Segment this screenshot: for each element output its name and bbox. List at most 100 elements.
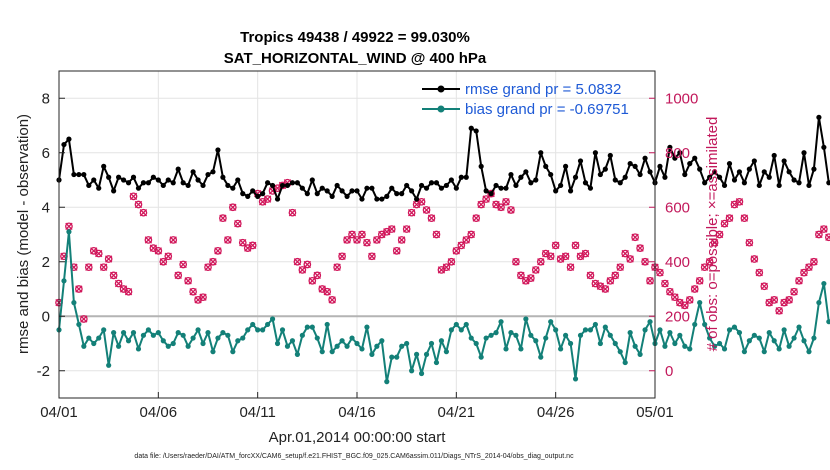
rmse-point [488, 191, 494, 197]
bias-point [523, 316, 529, 322]
bias-point [518, 346, 524, 352]
rmse-point [205, 171, 211, 178]
rmse-point [453, 185, 459, 191]
bias-point [384, 379, 390, 385]
obs-possible-marker [720, 219, 729, 228]
obs-assimilated-marker [750, 255, 758, 263]
rmse-point [796, 180, 802, 186]
rmse-point [617, 180, 623, 186]
obs-possible-marker [680, 301, 689, 310]
rmse-point [304, 191, 310, 197]
obs-assimilated-marker [293, 258, 302, 266]
x-tick-label: 05/01 [636, 404, 674, 421]
obs-possible-marker [134, 200, 143, 209]
series-lines [56, 114, 830, 385]
obs-assimilated-marker [249, 241, 257, 250]
rmse-point [622, 174, 628, 180]
bias-point [712, 343, 718, 349]
x-tick-label: 04/01 [40, 404, 78, 421]
obs-possible-marker [427, 214, 436, 222]
rmse-point [289, 180, 296, 186]
bias-point [796, 324, 802, 330]
obs-assimilated-marker [661, 279, 669, 288]
obs-possible-marker [452, 247, 461, 255]
bias-point [185, 343, 191, 349]
rmse-point [771, 152, 777, 159]
obs-assimilated-marker [154, 247, 162, 255]
obs-possible-marker [502, 197, 510, 206]
obs-possible-marker [611, 271, 620, 280]
obs-possible-marker [387, 225, 396, 233]
rmse-point [269, 182, 276, 189]
obs-assimilated-marker [745, 239, 754, 247]
bias-point [130, 330, 137, 336]
bias-point [553, 327, 559, 333]
bias-point [220, 330, 226, 336]
rmse-point [101, 163, 107, 169]
rmse-point [478, 163, 484, 169]
obs-assimilated-marker [333, 263, 341, 271]
obs-possible-marker [288, 208, 297, 217]
obs-possible-marker [531, 266, 540, 274]
rmse-point [448, 177, 454, 183]
bias-point [602, 324, 608, 330]
obs-assimilated-marker [547, 252, 555, 260]
obs-assimilated-marker [537, 258, 545, 266]
rmse-point [612, 177, 618, 183]
rmse-point [116, 174, 122, 180]
bias-point [175, 330, 181, 336]
rmse-point [120, 177, 127, 183]
rmse-point [349, 188, 355, 194]
obs-possible-marker [373, 236, 381, 244]
obs-assimilated-marker [696, 277, 704, 285]
obs-assimilated-marker [169, 236, 177, 244]
obs-possible-marker [646, 276, 654, 285]
bias-point [622, 359, 628, 366]
obs-assimilated-marker [328, 296, 336, 304]
obs-possible-marker [740, 214, 749, 222]
obs-assimilated-marker [581, 249, 590, 258]
obs-possible-marker [139, 208, 148, 217]
bias-point [180, 332, 186, 338]
rmse-point [260, 191, 266, 197]
obs-possible-marker [770, 296, 779, 304]
obs-possible-marker [735, 197, 744, 206]
x-tick-label: 04/26 [537, 404, 575, 421]
rmse-point [712, 169, 718, 175]
bias-point [111, 330, 117, 336]
obs-possible-marker [616, 263, 625, 272]
obs-possible-marker [293, 257, 302, 266]
obs-possible-marker [214, 247, 222, 255]
obs-assimilated-marker [755, 268, 763, 277]
bias-point [761, 349, 767, 355]
obs-assimilated-marker [75, 285, 83, 293]
obs-assimilated-marker [472, 214, 480, 222]
obs-assimilated-marker [561, 252, 570, 260]
bias-point [508, 330, 514, 336]
bias-point [279, 327, 286, 333]
rmse-point [607, 152, 613, 159]
rmse-point [339, 188, 345, 194]
bias-point [76, 321, 82, 328]
rmse-point [493, 182, 499, 189]
obs-assimilated-marker [303, 260, 311, 269]
bias-point [498, 319, 504, 325]
obs-possible-marker [641, 257, 649, 266]
rmse-point [766, 174, 772, 180]
y-tick-label-right: 0 [665, 363, 673, 380]
rmse-point [647, 169, 653, 175]
obs-assimilated-marker [388, 225, 396, 233]
bias-point [826, 319, 830, 325]
rmse-point [776, 182, 782, 189]
bias-point [304, 324, 310, 330]
bias-point [269, 316, 276, 322]
obs-assimilated-marker [691, 285, 699, 293]
obs-possible-marker [99, 263, 108, 272]
obs-possible-marker [407, 208, 416, 217]
bias-point [721, 346, 728, 352]
y-axis-label-left: rmse and bias (model - observation) [15, 114, 32, 354]
rmse-point [498, 185, 504, 191]
legend-bias-marker [437, 105, 445, 113]
bias-point [478, 354, 484, 360]
obs-possible-marker [358, 230, 366, 239]
